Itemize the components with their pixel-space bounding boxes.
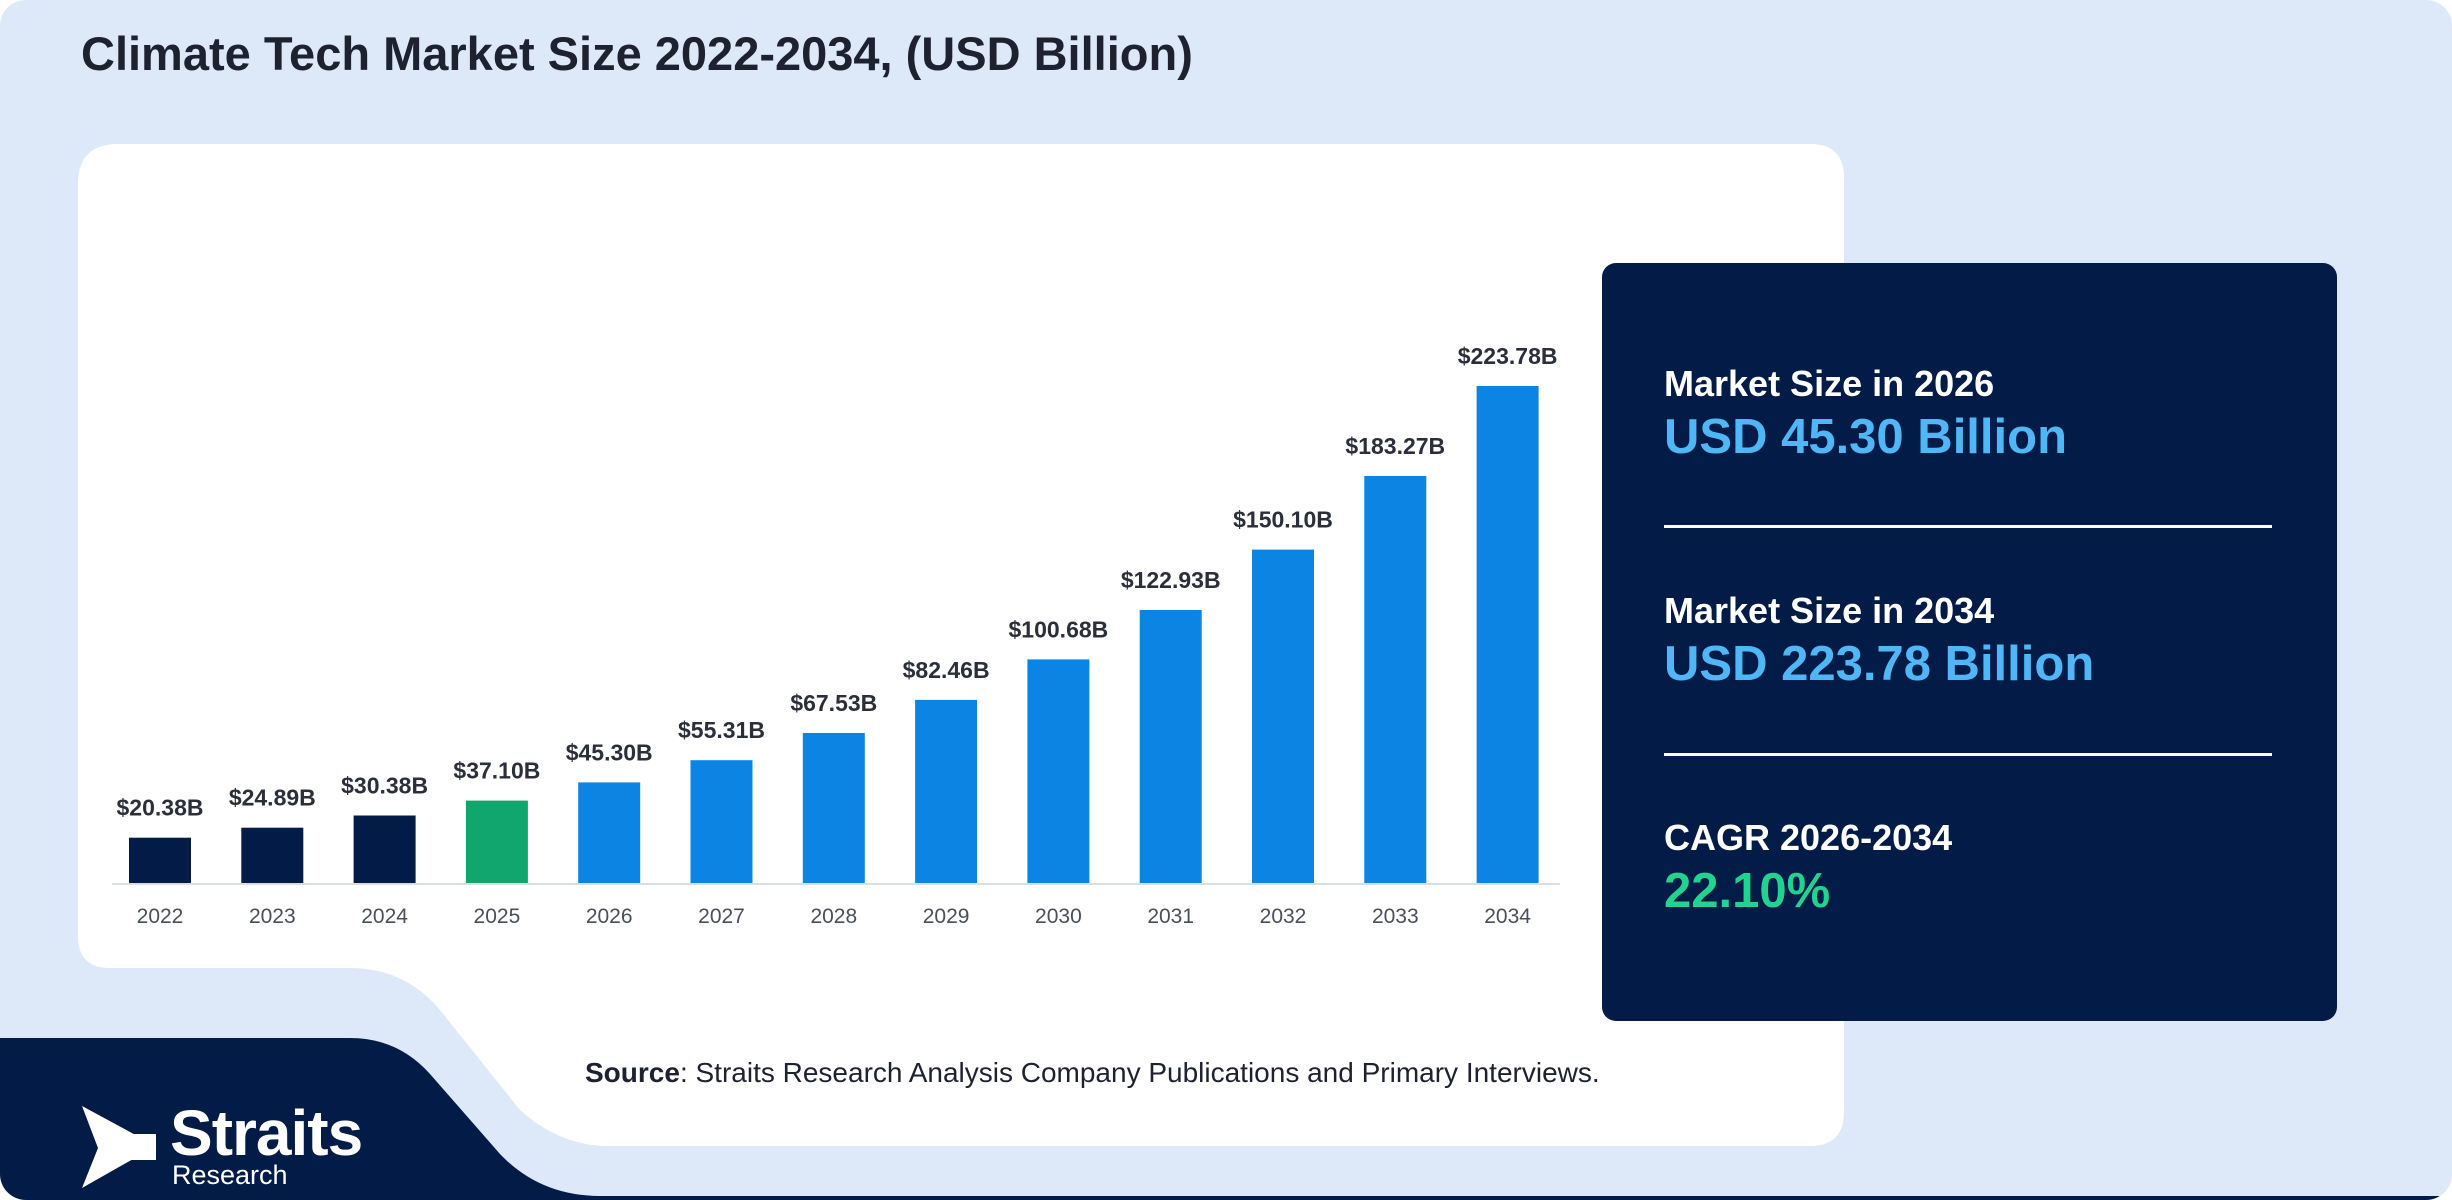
- stat-label: Market Size in 2034: [1664, 590, 1995, 631]
- bar-2030: [1027, 659, 1090, 883]
- x-tick-label-2022: 2022: [137, 905, 184, 928]
- stats-panel: Market Size in 2026 USD 45.30 Billion Ma…: [1602, 263, 2337, 1021]
- stat-cagr: CAGR 2026-2034 22.10%: [1664, 817, 1952, 919]
- data-label-2025: $37.10B: [453, 758, 540, 784]
- bar-2029: [915, 699, 978, 883]
- x-tick-label-2032: 2032: [1260, 905, 1307, 928]
- data-label-2028: $67.53B: [790, 690, 877, 716]
- bar-2024: [353, 815, 416, 883]
- x-tick-label-2030: 2030: [1035, 905, 1082, 928]
- bar-2032: [1252, 549, 1314, 883]
- chart-card: [78, 144, 1844, 1146]
- stat-divider: [1664, 525, 2272, 528]
- stat-value: 22.10%: [1664, 864, 1831, 918]
- x-tick-label-2023: 2023: [249, 905, 296, 928]
- stat-label: Market Size in 2026: [1664, 363, 1995, 404]
- stat-value: USD 45.30 Billion: [1664, 410, 2068, 464]
- bar-2028: [802, 733, 865, 883]
- bar-2031: [1139, 610, 1202, 883]
- x-tick-label-2027: 2027: [698, 905, 745, 928]
- x-tick-label-2029: 2029: [923, 905, 970, 928]
- x-tick-label-2028: 2028: [810, 905, 857, 928]
- data-label-2031: $122.93B: [1121, 567, 1221, 593]
- bar-2023: [241, 827, 304, 883]
- stat-label: CAGR 2026-2034: [1664, 817, 1953, 858]
- x-tick-label-2033: 2033: [1372, 905, 1419, 928]
- data-label-2034: $223.78B: [1458, 343, 1558, 369]
- data-label-2027: $55.31B: [678, 717, 765, 743]
- bar-2025: [465, 800, 528, 883]
- bar-2033: [1364, 476, 1427, 883]
- stat-divider: [1664, 753, 2272, 756]
- data-label-2030: $100.68B: [1009, 616, 1109, 642]
- bars-group: $20.38B 2022 $24.89B 2023 $30.38B 2024 $37.10B…: [117, 343, 1558, 928]
- source-prefix: Source: [585, 1057, 680, 1088]
- x-tick-label-2024: 2024: [361, 905, 408, 928]
- data-label-2029: $82.46B: [903, 657, 990, 683]
- source-text: : Straits Research Analysis Company Publ…: [679, 1057, 1600, 1088]
- arrow-play-icon: [82, 1106, 156, 1188]
- page-title: Climate Tech Market Size 2022-2034, (USD…: [81, 27, 1193, 80]
- stat-market-size-2026: Market Size in 2026 USD 45.30 Billion: [1664, 363, 2067, 465]
- x-tick-label-2026: 2026: [586, 905, 633, 928]
- footer-band: [0, 1038, 2452, 1200]
- stat-market-size-2034: Market Size in 2034 USD 223.78 Billion: [1664, 590, 2094, 692]
- data-label-2032: $150.10B: [1233, 507, 1333, 533]
- stat-value: USD 223.78 Billion: [1664, 637, 2095, 691]
- data-label-2024: $30.38B: [341, 773, 428, 799]
- bar-2026: [578, 782, 641, 883]
- logo-name: Straits: [170, 1097, 363, 1169]
- bar-2034: [1476, 386, 1539, 883]
- data-label-2023: $24.89B: [229, 785, 316, 811]
- bar-2022: [129, 837, 191, 883]
- x-tick-label-2031: 2031: [1147, 905, 1194, 928]
- data-label-2033: $183.27B: [1345, 433, 1445, 459]
- logo-subtitle: Research: [172, 1160, 288, 1190]
- data-label-2026: $45.30B: [566, 739, 653, 765]
- source-note: Source: Straits Research Analysis Compan…: [585, 1057, 1600, 1089]
- x-tick-label-2025: 2025: [474, 905, 521, 928]
- bar-2027: [690, 760, 753, 883]
- brand-logo: Straits Research: [80, 1097, 400, 1192]
- data-label-2022: $20.38B: [117, 795, 204, 821]
- x-tick-label-2034: 2034: [1484, 905, 1531, 928]
